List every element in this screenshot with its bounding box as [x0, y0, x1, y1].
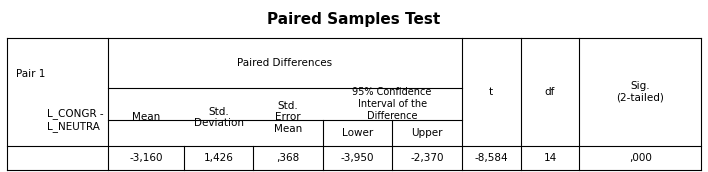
Text: Upper: Upper	[411, 128, 442, 138]
Text: Paired Differences: Paired Differences	[237, 58, 332, 68]
Text: -2,370: -2,370	[410, 153, 444, 163]
Text: -3,950: -3,950	[341, 153, 375, 163]
Text: Sig.
(2-tailed): Sig. (2-tailed)	[616, 81, 664, 103]
Text: L_CONGR -
L_NEUTRA: L_CONGR - L_NEUTRA	[47, 108, 104, 132]
Text: Pair 1: Pair 1	[16, 69, 45, 79]
Text: Paired Samples Test: Paired Samples Test	[268, 12, 440, 27]
Text: Std.
Deviation: Std. Deviation	[194, 106, 244, 128]
Text: df: df	[545, 87, 555, 97]
Text: -3,160: -3,160	[129, 153, 163, 163]
Text: Mean: Mean	[132, 112, 160, 122]
Text: ,368: ,368	[276, 153, 299, 163]
Text: ,000: ,000	[629, 153, 651, 163]
Text: Lower: Lower	[342, 128, 373, 138]
Text: t: t	[489, 87, 493, 97]
Text: Std.
Error
Mean: Std. Error Mean	[274, 101, 302, 134]
Text: -8,584: -8,584	[474, 153, 508, 163]
Text: 1,426: 1,426	[204, 153, 234, 163]
Text: 14: 14	[543, 153, 556, 163]
Text: 95% Confidence
Interval of the
Difference: 95% Confidence Interval of the Differenc…	[353, 87, 432, 121]
